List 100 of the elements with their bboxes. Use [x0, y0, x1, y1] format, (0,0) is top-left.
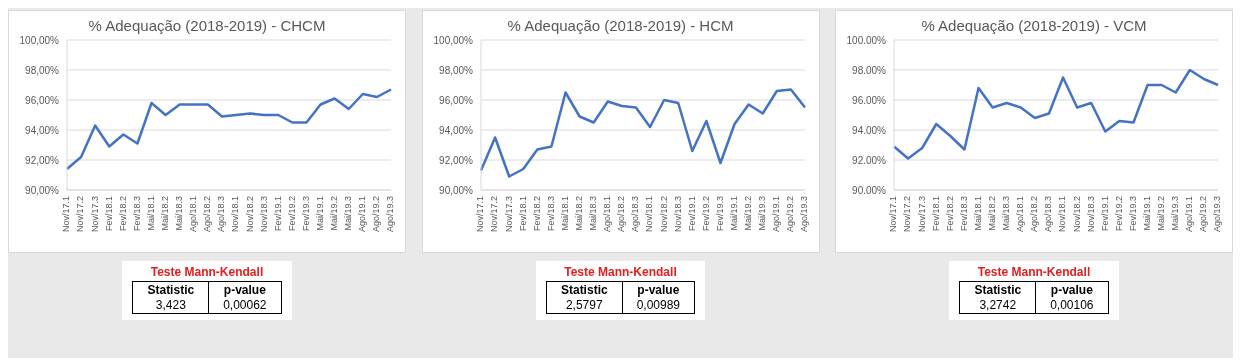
y-tick-label: 96.00%	[852, 94, 887, 106]
y-tick-label: 90.00%	[852, 184, 887, 196]
x-tick-label: Nov/18.2	[1071, 196, 1082, 233]
text: Teste Mann-Kendall	[563, 265, 678, 279]
x-tick-label: Ago/18.3	[1043, 196, 1054, 233]
x-tick-label: Nov/18.3	[1085, 196, 1096, 233]
y-tick-label: 96,00%	[25, 94, 60, 106]
x-tick-label: Ago/18.1	[1015, 196, 1026, 233]
y-tick-label: 94,00%	[25, 124, 60, 136]
x-tick-label: Mai/19.2	[329, 196, 340, 231]
x-tick-label: Mai/18.3	[174, 196, 185, 231]
x-tick-label: Mai/18.2	[987, 196, 997, 231]
x-tick-label: Nov/18.1	[230, 196, 241, 233]
y-tick-label: 100,00%	[19, 34, 60, 46]
x-tick-label: Nov/17.3	[503, 196, 514, 233]
x-tick-label: Ago/19.3	[385, 196, 396, 233]
x-tick-label: Fev/19.3	[300, 196, 311, 232]
y-tick-label: 92,00%	[438, 154, 473, 166]
x-tick-label: Mai/18.3	[1001, 196, 1012, 231]
text: Teste Mann-Kendall	[976, 265, 1092, 279]
x-tick-label: Nov/17.1	[61, 196, 72, 233]
x-tick-label: Ago/19.3	[1212, 196, 1223, 233]
x-tick-label: Fev/18.2	[944, 196, 955, 232]
x-tick-label: Fev/19.1	[686, 196, 697, 232]
y-tick-label: 100.00%	[846, 34, 887, 46]
x-tick-label: Mai/19.3	[1170, 196, 1181, 231]
x-tick-label: Mai/18.2	[573, 196, 584, 231]
x-tick-label: Fev/18.1	[517, 196, 528, 232]
line-series	[65, 88, 393, 171]
text: 0,00989	[622, 298, 695, 314]
x-tick-label: Nov/17.2	[75, 196, 86, 233]
x-tick-label: Mai/19.1	[314, 196, 325, 231]
x-tick-label: Ago/18.3	[216, 196, 227, 233]
text: Statistic	[546, 281, 623, 298]
x-tick-label: Fev/19.3	[1127, 196, 1138, 232]
y-tick-label: 98.00%	[852, 64, 887, 76]
y-tick-label: 98,00%	[438, 64, 473, 76]
x-tick-label: Fev/19.2	[286, 196, 297, 232]
x-tick-label: Mai/19.2	[1156, 196, 1167, 231]
x-tick-label: Fev/18.2	[531, 196, 542, 232]
x-tick-label: Mai/19.1	[728, 196, 739, 231]
y-tick-label: 94.00%	[852, 124, 887, 136]
x-tick-label: Mai/18.1	[145, 196, 156, 231]
x-tick-label: Ago/19.1	[357, 196, 368, 233]
x-tick-label: Ago/18.1	[601, 196, 612, 233]
chart-title: % Adequação (2018-2019) - VCM	[920, 17, 1148, 34]
x-tick-label: Mai/18.1	[559, 196, 570, 231]
y-tick-label: 92.00%	[852, 154, 887, 166]
x-tick-label: Mai/18.2	[160, 196, 170, 231]
x-tick-label: Mai/19.3	[756, 196, 767, 231]
line-series	[892, 68, 1220, 160]
x-tick-label: Nov/17.2	[902, 196, 913, 233]
x-tick-label: Ago/18.1	[188, 196, 199, 233]
line-series	[479, 88, 806, 178]
x-tick-label: Nov/17.3	[916, 196, 927, 233]
x-tick-label: Ago/19.1	[1184, 196, 1195, 233]
x-tick-label: Ago/18.3	[629, 196, 640, 233]
text: 3,2742	[959, 298, 1036, 314]
y-tick-label: 90,00%	[25, 184, 60, 196]
x-tick-label: Nov/18.2	[244, 196, 255, 233]
x-tick-label: Fev/18.3	[131, 196, 142, 232]
x-tick-label: Nov/18.3	[672, 196, 683, 233]
x-tick-label: Fev/19.1	[1099, 196, 1110, 232]
text: p-value	[622, 281, 695, 298]
x-tick-label: Fev/18.3	[958, 196, 969, 232]
x-tick-label: Nov/18.3	[258, 196, 269, 233]
text: Statistic	[959, 281, 1036, 298]
text: Teste Mann-Kendall	[149, 265, 265, 279]
x-tick-label: Fev/18.3	[545, 196, 556, 232]
x-tick-label: Mai/18.3	[587, 196, 598, 231]
x-tick-label: Mai/19.3	[343, 196, 354, 231]
x-tick-label: Mai/19.1	[1141, 196, 1152, 231]
y-tick-label: 92,00%	[25, 154, 60, 166]
x-tick-label: Fev/19.1	[272, 196, 283, 232]
x-tick-label: Ago/19.1	[770, 196, 781, 233]
x-tick-label: Nov/17.3	[89, 196, 100, 233]
x-tick-label: Fev/19.3	[714, 196, 725, 232]
x-tick-label: Mai/19.2	[742, 196, 753, 231]
y-tick-label: 98,00%	[25, 64, 60, 76]
text: 0,00106	[1035, 298, 1109, 314]
x-tick-label: Ago/18.2	[202, 196, 213, 233]
x-tick-label: Nov/18.1	[1057, 196, 1068, 233]
text: 2,5797	[546, 298, 623, 314]
text: 0,00062	[208, 298, 282, 314]
x-tick-label: Fev/18.1	[930, 196, 941, 232]
y-tick-label: 94,00%	[438, 124, 473, 136]
x-tick-label: Ago/18.2	[1029, 196, 1040, 233]
y-tick-label: 96,00%	[438, 94, 473, 106]
x-tick-label: Ago/18.2	[615, 196, 626, 233]
x-tick-label: Fev/19.2	[700, 196, 711, 232]
x-tick-label: Nov/17.1	[888, 196, 899, 233]
x-tick-label: Ago/19.2	[371, 196, 382, 233]
text: 3,423	[132, 298, 209, 314]
x-tick-label: Nov/18.2	[658, 196, 669, 233]
x-tick-label: Nov/18.1	[643, 196, 654, 233]
x-tick-label: Ago/19.2	[1198, 196, 1209, 233]
x-tick-label: Ago/19.2	[784, 196, 795, 233]
text: p-value	[1035, 281, 1109, 298]
y-tick-label: 90,00%	[438, 184, 473, 196]
text: Statistic	[132, 281, 209, 298]
